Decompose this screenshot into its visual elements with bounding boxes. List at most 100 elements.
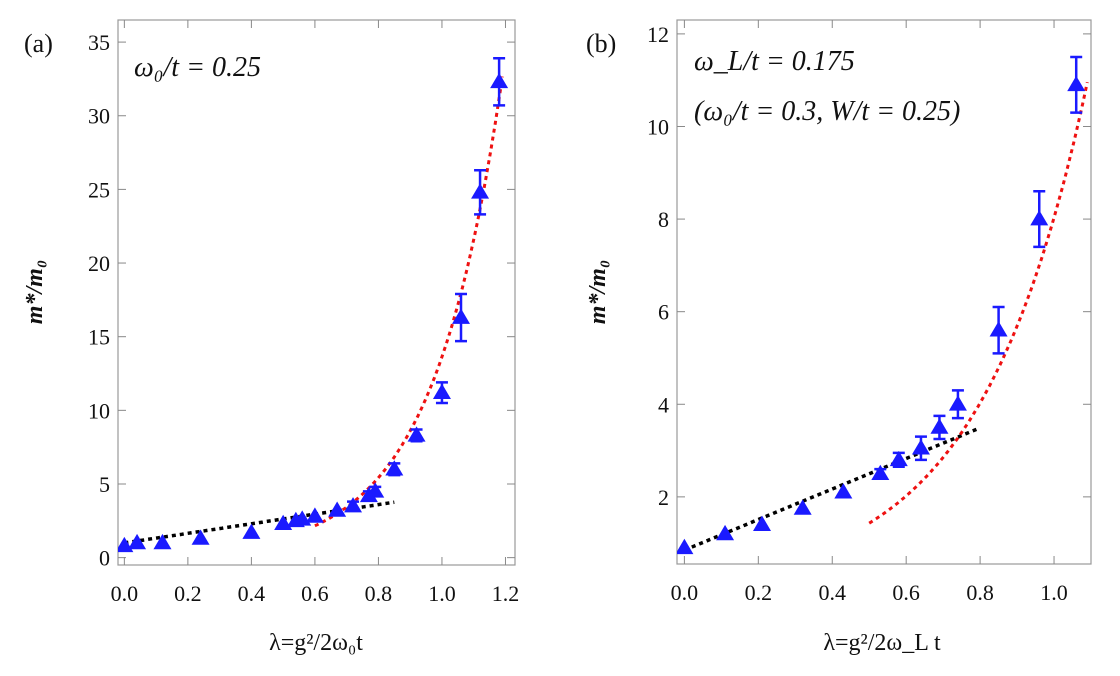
x-tick-label: 0.6	[892, 580, 920, 605]
panel-a-label: (a)	[24, 29, 53, 58]
data-point	[344, 497, 363, 513]
triangle-marker	[871, 464, 890, 481]
y-tick-label: 12	[647, 22, 669, 47]
panel-a-exponential-fit-line	[314, 76, 504, 528]
triangle-marker	[153, 533, 172, 550]
triangle-marker	[716, 524, 735, 541]
data-point	[490, 57, 509, 107]
triangle-marker	[889, 450, 908, 467]
y-tick-label: 2	[658, 485, 669, 510]
panel-b-y-axis-title: m*/m₀	[585, 260, 611, 324]
data-point	[716, 524, 735, 541]
y-tick-label: 0	[99, 546, 110, 571]
data-point	[793, 499, 812, 515]
data-point	[889, 450, 908, 469]
triangle-marker	[753, 515, 772, 531]
data-point	[471, 168, 490, 216]
panel-b-annotation-1: ω_L/t = 0.175	[694, 46, 855, 77]
data-point	[153, 533, 172, 550]
y-tick-label: 10	[88, 398, 110, 423]
data-point	[911, 435, 930, 462]
panel-a-x-axis-title: λ=g²/2ω₀t	[269, 630, 363, 656]
panel-b-ticks	[677, 20, 1091, 564]
triangle-marker	[1067, 75, 1086, 92]
data-point	[385, 460, 404, 477]
data-point	[989, 305, 1008, 355]
triangle-marker	[911, 439, 930, 455]
data-point	[452, 292, 471, 343]
triangle-marker	[793, 499, 812, 515]
x-tick-label: 1.0	[428, 581, 456, 606]
data-point	[242, 523, 261, 539]
triangle-marker	[328, 501, 347, 517]
triangle-marker	[834, 483, 853, 499]
triangle-marker	[274, 514, 293, 531]
data-point	[274, 514, 293, 531]
data-point	[1067, 55, 1086, 114]
panel-a-data-points	[118, 57, 509, 553]
x-tick-label: 0.4	[238, 581, 266, 606]
y-tick-label: 20	[88, 251, 110, 276]
y-tick-label: 15	[88, 325, 110, 350]
panel-b-x-axis-title: λ=g²/2ω_L t	[823, 630, 941, 656]
y-tick-label: 4	[658, 392, 669, 417]
triangle-marker	[1030, 210, 1049, 226]
panel-b-data-points	[677, 55, 1086, 555]
data-point	[191, 529, 210, 545]
triangle-marker	[432, 383, 451, 399]
y-tick-label: 10	[647, 114, 669, 139]
triangle-marker	[948, 395, 967, 411]
x-tick-label: 0.8	[365, 581, 393, 606]
data-point	[328, 501, 347, 517]
data-point	[1030, 190, 1049, 249]
data-point	[366, 482, 385, 498]
triangle-marker	[407, 426, 426, 442]
data-point	[407, 426, 426, 443]
triangle-marker	[930, 418, 949, 434]
panel-a-y-tick-labels: 0 5 10 15 20 25 30 35	[88, 30, 110, 571]
data-point	[677, 538, 694, 555]
y-tick-label: 8	[658, 207, 669, 232]
panel-b: 0.0 0.2 0.4 0.6 0.8 1.0 2 4 6 8 10 12 (b…	[585, 19, 1092, 656]
panel-b-x-tick-labels: 0.0 0.2 0.4 0.6 0.8 1.0	[671, 580, 1068, 605]
data-point	[948, 389, 967, 420]
panel-a: 0.0 0.2 0.4 0.6 0.8 1.0 1.2 0 5 10 15 20…	[22, 19, 520, 656]
x-tick-label: 1.2	[492, 581, 520, 606]
y-tick-label: 35	[88, 30, 110, 55]
triangle-marker	[366, 482, 385, 498]
triangle-marker	[128, 533, 147, 550]
triangle-marker	[385, 460, 404, 476]
x-tick-label: 0.6	[301, 581, 329, 606]
panel-b-exponential-fit-line	[868, 81, 1089, 525]
data-point	[305, 507, 324, 523]
triangle-marker	[191, 529, 210, 545]
data-point	[930, 414, 949, 441]
y-tick-label: 5	[99, 472, 110, 497]
panel-a-annotation: ω₀/t = 0.25	[134, 52, 261, 83]
triangle-marker	[677, 538, 694, 555]
panel-b-frame	[676, 19, 1092, 565]
panel-b-label: (b)	[586, 29, 616, 58]
data-point	[871, 464, 890, 481]
x-tick-label: 0.2	[745, 580, 773, 605]
x-tick-label: 1.0	[1040, 580, 1068, 605]
triangle-marker	[242, 523, 261, 539]
data-point	[128, 533, 147, 550]
panel-a-ticks	[118, 20, 515, 565]
data-point	[753, 515, 772, 531]
panel-a-x-tick-labels: 0.0 0.2 0.4 0.6 0.8 1.0 1.2	[111, 581, 520, 606]
triangle-marker	[989, 321, 1008, 337]
data-point	[432, 381, 451, 405]
data-point	[834, 483, 853, 499]
panel-a-y-axis-title: m*/m₀	[22, 260, 48, 324]
y-tick-label: 6	[658, 300, 669, 325]
y-tick-label: 25	[88, 177, 110, 202]
x-tick-label: 0.8	[966, 580, 994, 605]
x-tick-label: 0.2	[174, 581, 202, 606]
x-tick-label: 0.4	[819, 580, 847, 605]
triangle-marker	[452, 308, 471, 324]
x-tick-label: 0.0	[111, 581, 139, 606]
y-tick-label: 30	[88, 104, 110, 129]
